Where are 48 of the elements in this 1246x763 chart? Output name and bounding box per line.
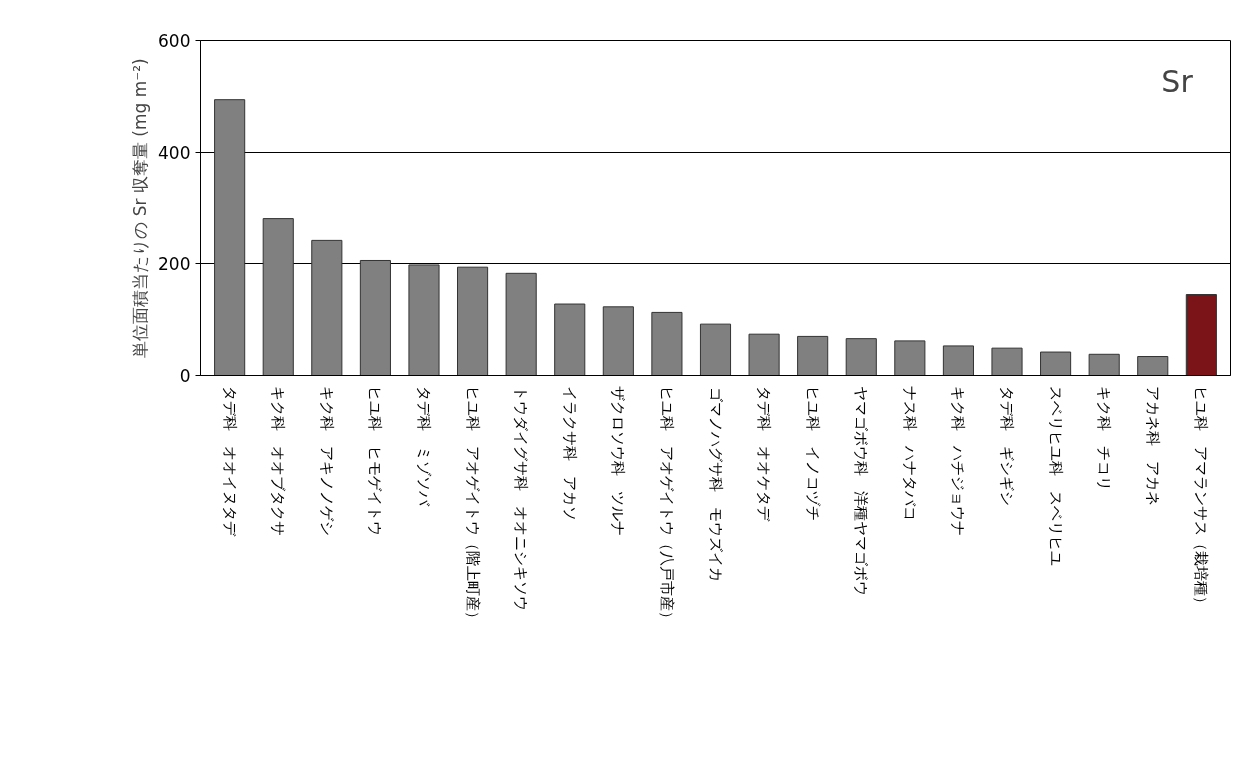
bar — [748, 333, 780, 376]
bar — [1185, 294, 1217, 376]
bar — [505, 272, 537, 376]
bar — [991, 347, 1023, 376]
x-tick-label: スベリヒユ科 スベリヒユ — [1046, 386, 1065, 567]
bar — [651, 311, 683, 376]
bar — [262, 218, 294, 376]
x-tick-label: タデ科 オオケタデ — [755, 386, 774, 523]
x-tick-label: ナス科 ハナタバコ — [900, 386, 919, 522]
bar — [845, 338, 877, 376]
x-tick-label: イラクサ科 アカソ — [560, 386, 579, 522]
bar — [942, 345, 974, 376]
x-tick-label: アカネ科 アカネ — [1143, 386, 1162, 507]
x-tick-label: ヒユ科 アマランサス（栽培種） — [1192, 386, 1211, 612]
y-tick-label: 600 — [158, 31, 191, 51]
bar — [457, 266, 489, 376]
bar — [311, 239, 343, 376]
x-tick-label: タデ科 ミゾソバ — [414, 386, 433, 508]
x-tick-label: ヒユ科 アオゲイトウ（階上町産） — [463, 386, 482, 627]
bar — [359, 259, 391, 376]
x-tick-label: キク科 アキノノゲシ — [317, 386, 336, 537]
bar — [554, 303, 586, 376]
annotation: Sr — [1161, 63, 1194, 99]
x-tick-label: ザクロソウ科 ツルナ — [609, 386, 628, 537]
x-tick-label: タデ科 オオイヌタデ — [220, 386, 239, 538]
bar — [408, 264, 440, 376]
x-tick-label: ヒユ科 イノコヅチ — [803, 386, 822, 522]
y-axis-title: 単位面積当たりの Sr 収奪量 (mg m⁻²) — [130, 58, 151, 358]
bar — [214, 99, 246, 376]
bar — [894, 340, 926, 376]
x-tick-label: トウダイグサ科 オオニシキソウ — [512, 386, 531, 612]
bar — [699, 323, 732, 376]
bar — [1088, 353, 1120, 376]
bar — [797, 335, 829, 376]
x-tick-label: キク科 チコリ — [1095, 386, 1114, 492]
x-tick-label: キク科 オオブタクサ — [269, 386, 288, 537]
x-tick-label: ヒユ科 アオゲイトウ（八戸市産） — [657, 386, 676, 627]
x-tick-label: ヤマゴボウ科 洋種ヤマゴボウ — [852, 386, 871, 597]
y-tick-label: 0 — [179, 366, 191, 386]
bar — [602, 306, 634, 376]
x-tick-label: キク科 ハチジョウナ — [949, 386, 968, 537]
x-tick-label: ゴマノハグサ科 モウズイカ — [706, 386, 725, 582]
y-tick-label: 400 — [158, 142, 191, 163]
bar — [1137, 356, 1169, 376]
x-tick-label: タデ科 ギシギシ — [998, 386, 1017, 507]
x-tick-label: ヒユ科 ヒモゲイトウ — [366, 386, 385, 537]
bar — [1040, 351, 1072, 376]
y-tick-label: 200 — [158, 254, 191, 275]
